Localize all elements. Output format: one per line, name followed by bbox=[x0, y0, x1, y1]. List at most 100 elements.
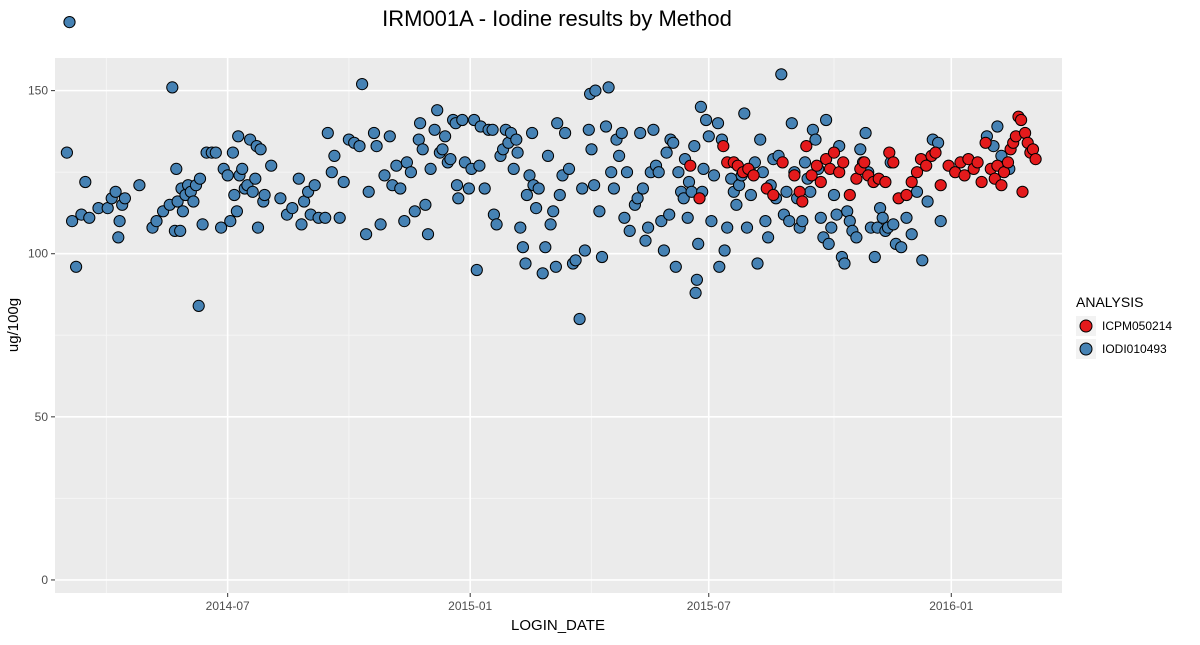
data-point-iodi010493 bbox=[79, 175, 92, 189]
data-point-iodi010493 bbox=[809, 133, 822, 146]
data-point-iodi010493 bbox=[470, 263, 483, 277]
data-point-iodi010493 bbox=[170, 162, 183, 175]
data-point-iodi010493 bbox=[694, 100, 708, 114]
data-point-iodi010493 bbox=[615, 126, 628, 140]
data-point-iodi010493 bbox=[292, 172, 305, 185]
data-point-iodi010493 bbox=[620, 166, 634, 179]
data-point-iodi010493 bbox=[490, 218, 503, 231]
data-point-iodi010493 bbox=[215, 221, 228, 234]
x-tick-label: 2015-07 bbox=[687, 599, 731, 613]
data-point-iodi010493 bbox=[850, 231, 863, 244]
y-tick-label: 50 bbox=[35, 410, 49, 424]
data-point-iodi010493 bbox=[486, 123, 499, 136]
data-point-iodi010493 bbox=[740, 221, 754, 234]
data-point-icpm050214 bbox=[887, 156, 900, 169]
legend-items: ICPM050214 IODI010493 bbox=[1076, 316, 1172, 359]
data-point-iodi010493 bbox=[798, 156, 812, 169]
data-point-iodi010493 bbox=[436, 143, 449, 156]
data-point-iodi010493 bbox=[367, 126, 381, 140]
data-point-iodi010493 bbox=[730, 198, 743, 211]
data-point-iodi010493 bbox=[559, 126, 572, 140]
data-point-iodi010493 bbox=[762, 231, 775, 244]
data-point-iodi010493 bbox=[356, 78, 369, 91]
data-point-iodi010493 bbox=[690, 273, 704, 286]
data-point-iodi010493 bbox=[562, 162, 576, 175]
data-point-iodi010493 bbox=[589, 84, 602, 97]
data-point-iodi010493 bbox=[631, 192, 644, 205]
y-tick-label: 0 bbox=[41, 573, 48, 587]
data-point-iodi010493 bbox=[738, 107, 751, 120]
data-point-icpm050214 bbox=[805, 169, 818, 182]
data-point-iodi010493 bbox=[295, 218, 308, 231]
data-point-iodi010493 bbox=[196, 218, 209, 231]
data-point-iodi010493 bbox=[228, 188, 241, 202]
data-point-iodi010493 bbox=[820, 113, 833, 127]
data-point-iodi010493 bbox=[109, 185, 122, 198]
data-point-iodi010493 bbox=[660, 146, 673, 159]
data-point-iodi010493 bbox=[541, 149, 555, 162]
data-point-iodi010493 bbox=[274, 192, 287, 205]
data-point-iodi010493 bbox=[647, 123, 660, 136]
data-point-iodi010493 bbox=[374, 218, 387, 231]
data-point-iodi010493 bbox=[814, 211, 827, 224]
data-point-iodi010493 bbox=[754, 133, 767, 146]
data-point-iodi010493 bbox=[390, 159, 403, 172]
data-point-iodi010493 bbox=[827, 188, 841, 202]
data-point-iodi010493 bbox=[325, 166, 338, 179]
data-point-iodi010493 bbox=[308, 179, 321, 192]
data-point-iodi010493 bbox=[804, 185, 817, 198]
data-point-icpm050214 bbox=[814, 175, 827, 189]
data-point-iodi010493 bbox=[187, 195, 200, 208]
data-point-iodi010493 bbox=[408, 205, 421, 218]
data-point-icpm050214 bbox=[827, 146, 841, 159]
data-point-iodi010493 bbox=[532, 182, 545, 195]
data-point-iodi010493 bbox=[321, 126, 334, 140]
data-point-icpm050214 bbox=[800, 140, 813, 153]
data-point-iodi010493 bbox=[150, 215, 163, 228]
data-point-iodi010493 bbox=[456, 113, 469, 127]
data-point-iodi010493 bbox=[895, 241, 908, 254]
data-point-iodi010493 bbox=[830, 208, 843, 221]
data-point-iodi010493 bbox=[652, 166, 665, 179]
data-point-iodi010493 bbox=[642, 221, 655, 234]
x-axis-label: LOGIN_DATE bbox=[511, 617, 605, 634]
data-point-icpm050214 bbox=[747, 169, 760, 182]
data-point-iodi010493 bbox=[530, 202, 543, 215]
data-point-icpm050214 bbox=[1015, 113, 1028, 127]
data-point-iodi010493 bbox=[514, 221, 527, 234]
data-point-iodi010493 bbox=[265, 159, 278, 172]
data-point-iodi010493 bbox=[655, 215, 668, 228]
data-point-icpm050214 bbox=[693, 192, 706, 205]
data-point-iodi010493 bbox=[174, 224, 187, 237]
data-point-icpm050214 bbox=[958, 169, 971, 182]
data-point-iodi010493 bbox=[439, 130, 452, 143]
data-point-iodi010493 bbox=[780, 185, 793, 198]
data-point-iodi010493 bbox=[547, 205, 560, 218]
data-point-iodi010493 bbox=[478, 182, 491, 195]
data-point-icpm050214 bbox=[1029, 153, 1042, 166]
data-point-iodi010493 bbox=[692, 237, 705, 250]
data-point-iodi010493 bbox=[333, 211, 346, 224]
plot-panel bbox=[55, 58, 1062, 593]
data-point-iodi010493 bbox=[582, 123, 595, 136]
data-point-iodi010493 bbox=[63, 16, 76, 29]
data-point-iodi010493 bbox=[796, 215, 809, 228]
data-point-iodi010493 bbox=[230, 205, 243, 218]
legend-key-icpm050214 bbox=[1079, 319, 1093, 333]
data-point-icpm050214 bbox=[995, 179, 1008, 192]
data-point-iodi010493 bbox=[226, 146, 239, 159]
data-point-iodi010493 bbox=[705, 215, 718, 228]
data-point-iodi010493 bbox=[383, 130, 396, 143]
data-point-iodi010493 bbox=[414, 117, 427, 130]
data-point-iodi010493 bbox=[224, 215, 237, 228]
data-point-iodi010493 bbox=[588, 179, 601, 192]
data-point-icpm050214 bbox=[788, 169, 801, 182]
data-point-iodi010493 bbox=[916, 254, 929, 267]
data-point-iodi010493 bbox=[473, 159, 486, 172]
data-point-iodi010493 bbox=[905, 228, 918, 241]
data-point-iodi010493 bbox=[553, 188, 566, 202]
data-point-iodi010493 bbox=[688, 140, 701, 153]
data-point-iodi010493 bbox=[362, 185, 375, 198]
data-point-icpm050214 bbox=[910, 166, 924, 179]
data-point-iodi010493 bbox=[672, 166, 685, 179]
